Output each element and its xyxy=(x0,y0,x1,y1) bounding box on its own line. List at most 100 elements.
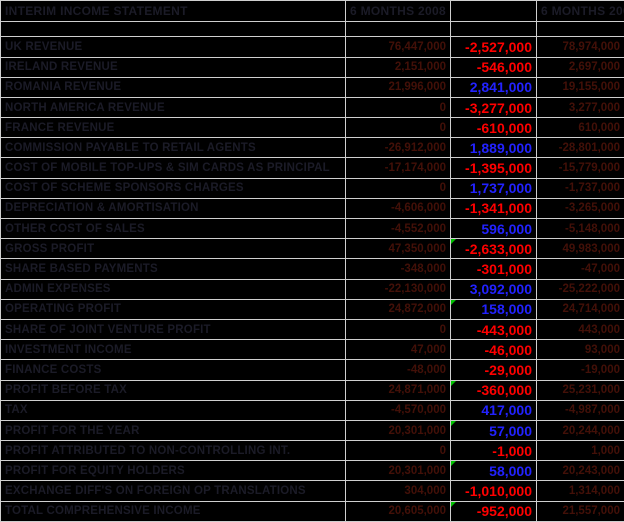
value-2007-cell[interactable]: -28,801,000 xyxy=(536,137,624,159)
value-2007-cell[interactable]: -15,779,000 xyxy=(536,157,624,179)
value-2007-cell[interactable]: 610,000 xyxy=(536,117,624,139)
row-label[interactable]: TOTAL COMPREHENSIVE INCOME xyxy=(0,500,346,522)
value-2007-cell[interactable]: 3,277,000 xyxy=(536,96,624,119)
row-label[interactable]: UK REVENUE xyxy=(0,36,346,58)
change-cell[interactable]: 158,000 xyxy=(450,298,537,320)
value-2008-cell[interactable]: 24,872,000 xyxy=(345,298,451,320)
change-cell[interactable]: -29,000 xyxy=(450,359,537,381)
value-2007-cell[interactable]: 24,714,000 xyxy=(536,298,624,320)
row-label[interactable]: GROSS PROFIT xyxy=(0,238,346,260)
change-cell[interactable]: -46,000 xyxy=(450,339,537,361)
row-label[interactable]: FRANCE REVENUE xyxy=(0,117,346,139)
change-cell[interactable]: -2,527,000 xyxy=(450,36,537,58)
change-cell[interactable]: -952,000 xyxy=(450,500,537,522)
value-2008-cell[interactable]: 21,996,000 xyxy=(345,76,451,98)
change-cell[interactable]: 58,000 xyxy=(450,460,537,482)
statement-title[interactable]: INTERIM INCOME STATEMENT xyxy=(0,0,346,23)
change-cell[interactable]: -1,341,000 xyxy=(450,197,537,220)
row-label[interactable]: ADMIN EXPENSES xyxy=(0,278,346,300)
column-header-2007[interactable]: 6 MONTHS 2007 xyxy=(536,0,624,23)
change-cell[interactable]: 57,000 xyxy=(450,419,537,442)
value-2008-cell[interactable]: 47,350,000 xyxy=(345,238,451,260)
value-2007-cell[interactable]: -5,148,000 xyxy=(536,218,624,240)
empty-cell[interactable] xyxy=(0,21,346,38)
value-2008-cell[interactable]: 24,871,000 xyxy=(345,379,451,401)
value-2008-cell[interactable]: -26,912,000 xyxy=(345,137,451,159)
value-2008-cell[interactable]: 20,301,000 xyxy=(345,460,451,482)
empty-cell[interactable] xyxy=(345,21,451,38)
row-label[interactable]: OTHER COST OF SALES xyxy=(0,218,346,240)
row-label[interactable]: SHARE BASED PAYMENTS xyxy=(0,258,346,280)
value-2007-cell[interactable]: -47,000 xyxy=(536,258,624,280)
value-2008-cell[interactable]: 20,301,000 xyxy=(345,419,451,442)
row-label[interactable]: PROFIT FOR EQUITY HOLDERS xyxy=(0,460,346,482)
value-2007-cell[interactable]: 2,697,000 xyxy=(536,56,624,78)
row-label[interactable]: DEPRECIATION & AMORTISATION xyxy=(0,197,346,220)
value-2008-cell[interactable]: 0 xyxy=(345,117,451,139)
empty-cell[interactable] xyxy=(536,21,624,38)
column-header-change[interactable] xyxy=(450,0,537,23)
row-label[interactable]: SHARE OF JOINT VENTURE PROFIT xyxy=(0,318,346,341)
change-cell[interactable]: 596,000 xyxy=(450,218,537,240)
change-cell[interactable]: -360,000 xyxy=(450,379,537,401)
value-2008-cell[interactable]: 0 xyxy=(345,96,451,119)
change-cell[interactable]: -546,000 xyxy=(450,56,537,78)
value-2007-cell[interactable]: 20,243,000 xyxy=(536,460,624,482)
value-2007-cell[interactable]: 20,244,000 xyxy=(536,419,624,442)
value-2008-cell[interactable]: 304,000 xyxy=(345,480,451,502)
value-2007-cell[interactable]: -25,222,000 xyxy=(536,278,624,300)
value-2008-cell[interactable]: -348,000 xyxy=(345,258,451,280)
value-2007-cell[interactable]: -3,265,000 xyxy=(536,197,624,220)
value-2007-cell[interactable]: 1,000 xyxy=(536,440,624,462)
value-2008-cell[interactable]: 0 xyxy=(345,318,451,341)
change-cell[interactable]: 1,737,000 xyxy=(450,177,537,199)
row-label[interactable]: FINANCE COSTS xyxy=(0,359,346,381)
row-label[interactable]: INVESTMENT INCOME xyxy=(0,339,346,361)
value-2008-cell[interactable]: 47,000 xyxy=(345,339,451,361)
value-2008-cell[interactable]: -4,570,000 xyxy=(345,399,451,421)
change-cell[interactable]: -1,010,000 xyxy=(450,480,537,502)
value-2008-cell[interactable]: 20,605,000 xyxy=(345,500,451,522)
value-2007-cell[interactable]: 1,314,000 xyxy=(536,480,624,502)
row-label[interactable]: TAX xyxy=(0,399,346,421)
value-2008-cell[interactable]: -48,000 xyxy=(345,359,451,381)
value-2008-cell[interactable]: 2,151,000 xyxy=(345,56,451,78)
value-2007-cell[interactable]: 25,231,000 xyxy=(536,379,624,401)
row-label[interactable]: OPERATING PROFIT xyxy=(0,298,346,320)
column-header-2008[interactable]: 6 MONTHS 2008 xyxy=(345,0,451,23)
value-2007-cell[interactable]: 78,974,000 xyxy=(536,36,624,58)
value-2007-cell[interactable]: 19,155,000 xyxy=(536,76,624,98)
value-2008-cell[interactable]: 0 xyxy=(345,177,451,199)
row-label[interactable]: PROFIT BEFORE TAX xyxy=(0,379,346,401)
row-label[interactable]: NORTH AMERICA REVENUE xyxy=(0,96,346,119)
value-2008-cell[interactable]: -4,606,000 xyxy=(345,197,451,220)
change-cell[interactable]: -1,000 xyxy=(450,440,537,462)
change-cell[interactable]: 417,000 xyxy=(450,399,537,421)
row-label[interactable]: IRELAND REVENUE xyxy=(0,56,346,78)
value-2007-cell[interactable]: -19,000 xyxy=(536,359,624,381)
value-2008-cell[interactable]: -17,174,000 xyxy=(345,157,451,179)
change-cell[interactable]: 2,841,000 xyxy=(450,76,537,98)
row-label[interactable]: COST OF SCHEME SPONSORS CHARGES xyxy=(0,177,346,199)
value-2008-cell[interactable]: 76,447,000 xyxy=(345,36,451,58)
value-2007-cell[interactable]: 93,000 xyxy=(536,339,624,361)
change-cell[interactable]: 1,889,000 xyxy=(450,137,537,159)
value-2007-cell[interactable]: -1,737,000 xyxy=(536,177,624,199)
row-label[interactable]: PROFIT FOR THE YEAR xyxy=(0,419,346,442)
value-2007-cell[interactable]: 21,557,000 xyxy=(536,500,624,522)
value-2007-cell[interactable]: -4,987,000 xyxy=(536,399,624,421)
value-2007-cell[interactable]: 49,983,000 xyxy=(536,238,624,260)
value-2007-cell[interactable]: 443,000 xyxy=(536,318,624,341)
change-cell[interactable]: -3,277,000 xyxy=(450,96,537,119)
value-2008-cell[interactable]: 0 xyxy=(345,440,451,462)
change-cell[interactable]: -610,000 xyxy=(450,117,537,139)
row-label[interactable]: COMMISSION PAYABLE TO RETAIL AGENTS xyxy=(0,137,346,159)
value-2008-cell[interactable]: -22,130,000 xyxy=(345,278,451,300)
row-label[interactable]: PROFIT ATTRIBUTED TO NON-CONTROLLING INT… xyxy=(0,440,346,462)
change-cell[interactable]: -2,633,000 xyxy=(450,238,537,260)
row-label[interactable]: ROMANIA REVENUE xyxy=(0,76,346,98)
row-label[interactable]: COST OF MOBILE TOP-UPS & SIM CARDS AS PR… xyxy=(0,157,346,179)
change-cell[interactable]: -1,395,000 xyxy=(450,157,537,179)
value-2008-cell[interactable]: -4,552,000 xyxy=(345,218,451,240)
change-cell[interactable]: -301,000 xyxy=(450,258,537,280)
